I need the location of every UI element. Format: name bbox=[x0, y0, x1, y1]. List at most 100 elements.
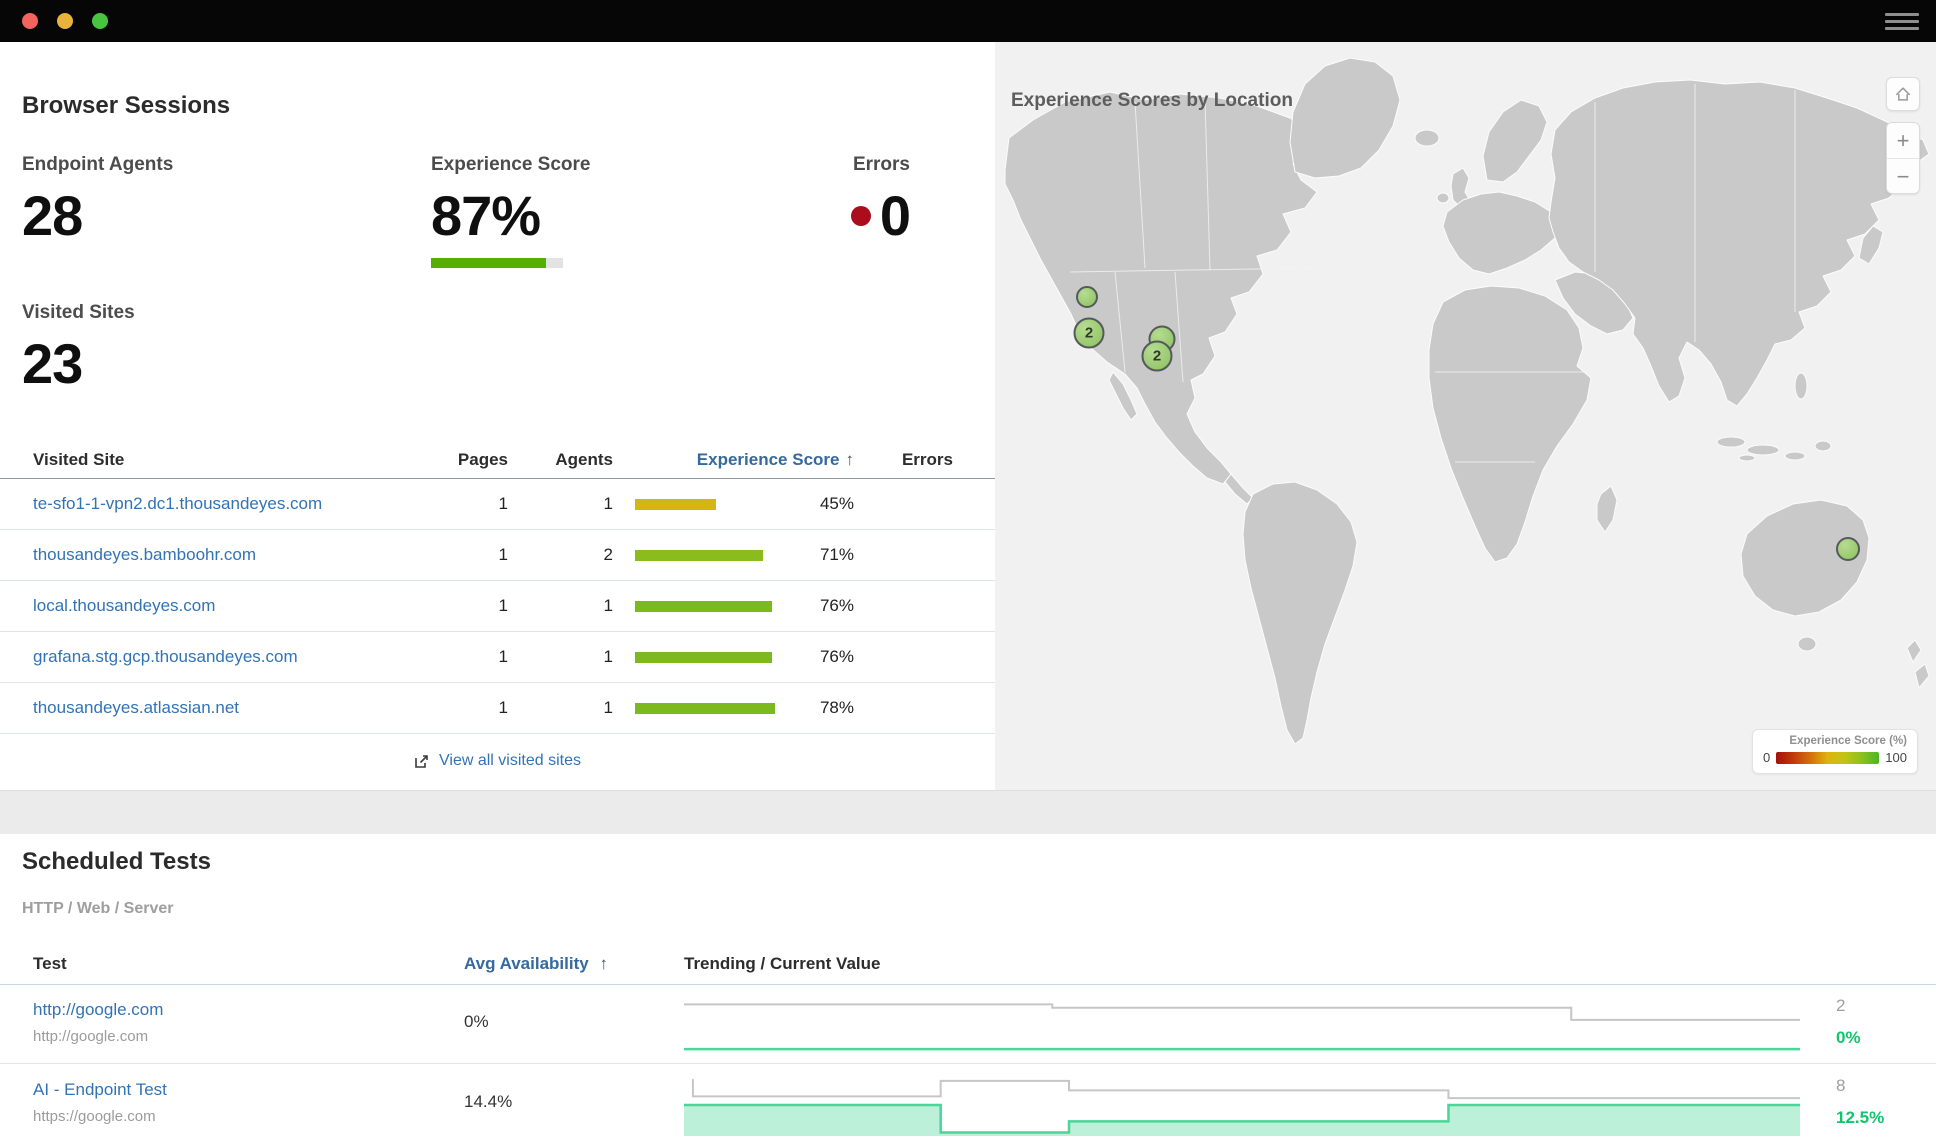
scheduled-tests-title: Scheduled Tests bbox=[22, 848, 211, 875]
trend-sparkline bbox=[684, 1074, 1800, 1136]
external-link-icon bbox=[415, 754, 428, 768]
metric-visited-sites: Visited Sites 23 bbox=[22, 302, 135, 392]
col-header-errors[interactable]: Errors bbox=[901, 450, 953, 469]
test-target-url: https://google.com bbox=[33, 1108, 156, 1125]
endpoint-agents-value: 28 bbox=[22, 184, 83, 247]
experience-score-percent: 71% bbox=[819, 545, 854, 564]
visited-site-link[interactable]: grafana.stg.gcp.thousandeyes.com bbox=[33, 647, 298, 666]
test-group-label: HTTP / Web / Server bbox=[22, 900, 174, 917]
experience-score-progress-fill bbox=[431, 258, 546, 268]
test-target-url: http://google.com bbox=[33, 1028, 149, 1045]
zoom-out-button[interactable]: − bbox=[1896, 163, 1910, 189]
error-status-dot bbox=[850, 206, 871, 226]
browser-sessions-panel: Browser Sessions Endpoint Agents 28 Expe… bbox=[0, 42, 995, 790]
current-availability-value: 0% bbox=[1836, 1028, 1861, 1047]
experience-score-percent: 78% bbox=[819, 698, 854, 717]
pages-cell: 1 bbox=[498, 545, 508, 564]
visited-sites-label: Visited Sites bbox=[22, 302, 135, 323]
experience-score-percent: 76% bbox=[819, 647, 854, 666]
col-header-trending: Trending / Current Value bbox=[684, 954, 881, 973]
home-icon bbox=[1895, 87, 1911, 101]
experience-score-label: Experience Score bbox=[431, 154, 591, 175]
close-window-button[interactable] bbox=[22, 13, 38, 29]
experience-score-progress bbox=[431, 258, 563, 268]
experience-score-bar bbox=[635, 549, 763, 561]
hamburger-menu-icon[interactable] bbox=[1885, 13, 1919, 30]
scheduled-test-row: AI - Endpoint Test https://google.com 14… bbox=[0, 1063, 1936, 1142]
table-row: te-sfo1-1-vpn2.dc1.thousandeyes.com 1 1 … bbox=[0, 479, 995, 530]
legend-max: 100 bbox=[1885, 750, 1907, 765]
metric-errors: Errors 0 bbox=[850, 154, 911, 247]
test-link[interactable]: AI - Endpoint Test bbox=[33, 1080, 167, 1099]
pages-cell: 1 bbox=[498, 596, 508, 615]
errors-value: 0 bbox=[879, 184, 911, 247]
col-header-experience-score[interactable]: Experience Score ↑ bbox=[696, 450, 855, 469]
col-header-test[interactable]: Test bbox=[33, 954, 67, 973]
dashboard-top-row: Browser Sessions Endpoint Agents 28 Expe… bbox=[0, 42, 1936, 790]
col-header-visited-site[interactable]: Visited Site bbox=[33, 450, 125, 469]
table-footer: View all visited sites bbox=[0, 752, 995, 774]
map-legend: Experience Score (%) 0 100 bbox=[1752, 729, 1918, 774]
scheduled-tests-panel: Scheduled Tests HTTP / Web / Server Test… bbox=[0, 834, 1936, 1142]
agents-cell: 2 bbox=[603, 545, 613, 564]
map-zoom-controls: + − bbox=[1886, 122, 1920, 194]
legend-title: Experience Score (%) bbox=[1789, 735, 1907, 747]
experience-scores-map-panel: Experience Scores by Location bbox=[995, 42, 1936, 790]
current-availability-value: 12.5% bbox=[1836, 1108, 1885, 1127]
map-home-button[interactable] bbox=[1886, 77, 1920, 111]
table-row: grafana.stg.gcp.thousandeyes.com 1 1 76% bbox=[0, 632, 995, 683]
legend-gradient-bar bbox=[1776, 751, 1880, 764]
view-all-visited-sites-link[interactable]: View all visited sites bbox=[439, 752, 581, 769]
agents-cell: 1 bbox=[603, 494, 613, 513]
zoom-in-button[interactable]: + bbox=[1896, 127, 1910, 153]
current-agents-value: 2 bbox=[1836, 996, 1846, 1015]
current-agents-value: 8 bbox=[1836, 1076, 1846, 1095]
pages-cell: 1 bbox=[498, 494, 508, 513]
agents-cell: 1 bbox=[603, 647, 613, 666]
col-header-agents[interactable]: Agents bbox=[555, 450, 613, 469]
avg-availability-value: 14.4% bbox=[464, 1092, 513, 1111]
experience-score-bar bbox=[635, 600, 772, 612]
test-link[interactable]: http://google.com bbox=[33, 1000, 164, 1019]
visited-sites-value: 23 bbox=[22, 332, 83, 395]
visited-site-link[interactable]: thousandeyes.bamboohr.com bbox=[33, 545, 257, 564]
browser-sessions-title: Browser Sessions bbox=[22, 92, 231, 119]
experience-score-bar bbox=[635, 702, 775, 714]
experience-score-bar bbox=[635, 498, 716, 510]
col-header-pages[interactable]: Pages bbox=[457, 450, 508, 469]
table-row: thousandeyes.atlassian.net 1 1 78% bbox=[0, 683, 995, 734]
visited-site-link[interactable]: thousandeyes.atlassian.net bbox=[33, 698, 240, 717]
visited-site-link[interactable]: te-sfo1-1-vpn2.dc1.thousandeyes.com bbox=[33, 494, 323, 513]
avg-availability-value: 0% bbox=[464, 1012, 489, 1031]
map-marker[interactable] bbox=[1835, 537, 1860, 562]
map-title: Experience Scores by Location bbox=[1011, 90, 1293, 111]
experience-score-bar bbox=[635, 651, 772, 663]
minimize-window-button[interactable] bbox=[57, 13, 73, 29]
metric-endpoint-agents: Endpoint Agents 28 bbox=[22, 154, 173, 244]
trend-sparkline bbox=[684, 994, 1800, 1056]
sort-ascending-icon: ↑ bbox=[845, 450, 855, 469]
zoom-divider bbox=[1887, 158, 1919, 159]
agents-cell: 1 bbox=[603, 698, 613, 717]
table-row: thousandeyes.bamboohr.com 1 2 71% bbox=[0, 530, 995, 581]
visited-sites-table: Visited Site Pages Agents Experience Sco… bbox=[0, 432, 995, 734]
legend-min: 0 bbox=[1763, 750, 1771, 765]
col-header-avg-availability[interactable]: Avg Availability ↑ bbox=[464, 954, 608, 973]
window-titlebar bbox=[0, 0, 1936, 42]
maximize-window-button[interactable] bbox=[92, 13, 108, 29]
section-divider-band bbox=[0, 790, 1936, 835]
agents-cell: 1 bbox=[603, 596, 613, 615]
map-marker[interactable]: 2 bbox=[1141, 340, 1173, 372]
map-marker[interactable] bbox=[1076, 286, 1099, 309]
experience-score-percent: 45% bbox=[819, 494, 854, 513]
scheduled-tests-table-header: Test Avg Availability ↑ Trending / Curre… bbox=[0, 946, 1936, 985]
world-map[interactable] bbox=[995, 42, 1936, 790]
visited-sites-table-header: Visited Site Pages Agents Experience Sco… bbox=[0, 432, 995, 479]
visited-site-link[interactable]: local.thousandeyes.com bbox=[33, 596, 216, 615]
map-marker[interactable]: 2 bbox=[1073, 317, 1105, 349]
table-row: local.thousandeyes.com 1 1 76% bbox=[0, 581, 995, 632]
experience-score-percent: 76% bbox=[819, 596, 854, 615]
experience-score-value: 87% bbox=[431, 184, 541, 247]
